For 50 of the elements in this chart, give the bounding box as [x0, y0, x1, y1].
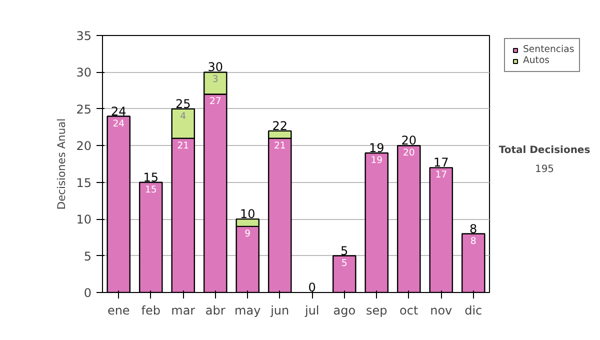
x-tick-label: jun [270, 304, 290, 318]
x-tick-label: abr [205, 304, 226, 318]
data-label: 17 [435, 170, 448, 181]
y-tick-label: 30 [76, 66, 92, 80]
y-tick-label: 15 [76, 176, 92, 190]
y-tick-label: 5 [84, 249, 92, 264]
total-label: 20 [401, 134, 417, 148]
y-tick-label: 10 [76, 212, 92, 227]
data-label: 5 [341, 258, 348, 269]
data-label: 20 [402, 148, 415, 159]
y-tick-label: 35 [76, 29, 92, 43]
total-label: 24 [110, 104, 126, 118]
total-label: 15 [143, 170, 159, 184]
x-tick-label: feb [141, 304, 160, 318]
x-tick-label: nov [430, 304, 452, 318]
total-label: 30 [208, 60, 224, 74]
data-label: 24 [112, 118, 125, 130]
legend-label: Autos [523, 55, 550, 66]
data-label: 19 [370, 154, 383, 166]
y-axis-title: Decisiones Anual [55, 118, 68, 210]
y-tick-label: 25 [76, 102, 92, 116]
total-label: 22 [272, 118, 288, 133]
total-label: 19 [368, 140, 384, 155]
total-label: 17 [433, 156, 449, 170]
legend-label: Sentencias [523, 44, 574, 55]
data-label: 27 [209, 96, 222, 108]
data-label: 21 [177, 140, 190, 152]
y-tick-label: 0 [84, 286, 92, 300]
x-tick-label: sep [366, 304, 388, 318]
data-label: 9 [244, 228, 251, 240]
x-tick-label: ene [107, 304, 130, 318]
x-tick-label: ago [333, 304, 356, 318]
x-tick-label: mar [171, 304, 196, 318]
total-label: 10 [240, 207, 256, 222]
data-label: 3 [212, 74, 218, 86]
text: Total Decisiones [498, 144, 590, 156]
data-label: 4 [180, 110, 186, 122]
total-label: 5 [340, 244, 348, 258]
x-tick-label: may [234, 304, 261, 318]
total-label: 0 [308, 280, 316, 294]
data-label: 21 [274, 140, 286, 152]
total-label: 8 [470, 222, 478, 236]
total-label: 25 [175, 96, 191, 111]
y-tick-label: 20 [76, 139, 92, 154]
x-tick-label: oct [400, 304, 418, 318]
data-label: 15 [144, 184, 157, 196]
x-tick-label: jul [304, 304, 320, 318]
x-tick-label: dic [464, 304, 482, 318]
text: 195 [534, 164, 554, 176]
data-label: 8 [470, 236, 476, 247]
